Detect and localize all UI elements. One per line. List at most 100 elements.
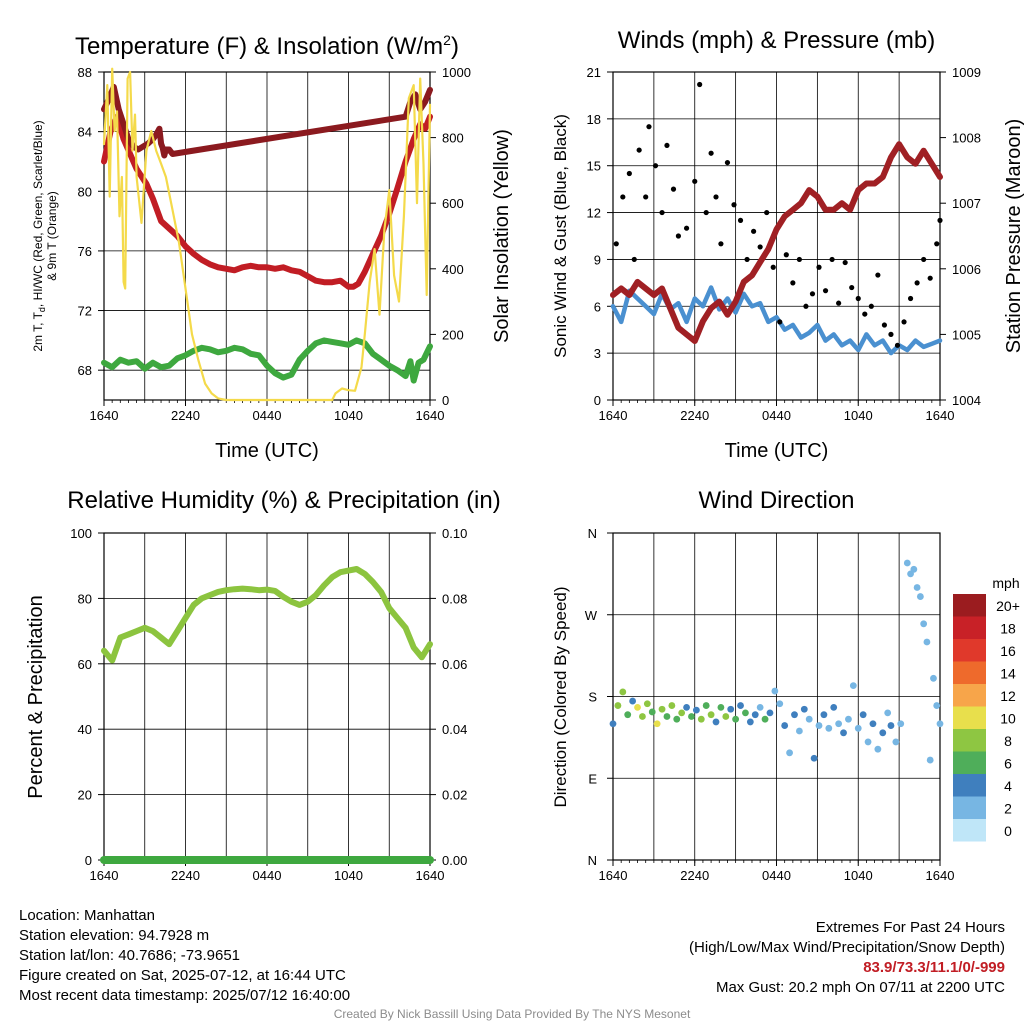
direction-point (742, 709, 749, 717)
y-right-tick-label: 0.02 (442, 788, 467, 803)
direction-point (737, 702, 744, 709)
series-line-3 (101, 337, 433, 384)
y-right-tick-label: 600 (442, 196, 464, 211)
gust-point (652, 163, 659, 169)
direction-point (910, 565, 918, 573)
colorbar-label: 18 (1000, 621, 1016, 637)
y-tick-label: 80 (78, 591, 92, 606)
direction-point (874, 745, 882, 753)
direction-point (658, 705, 666, 713)
y-right-tick-label: 0.06 (442, 657, 467, 672)
direction-point (854, 724, 862, 732)
direction-point (859, 711, 867, 719)
chart-title: Temperature (F) & Insolation (W/m2) (75, 32, 459, 60)
x-tick-label: 1040 (844, 408, 873, 423)
station-info: Location: Manhattan Station elevation: 9… (19, 906, 350, 1006)
direction-point (634, 704, 641, 711)
y-tick-label: W (585, 608, 598, 623)
gust-point (809, 291, 816, 297)
colorbar-label: 16 (1000, 643, 1016, 659)
direction-point (766, 709, 774, 717)
y-right-axis-label: Station Pressure (Maroon) (1003, 119, 1024, 354)
direction-point (653, 720, 661, 728)
gust-point (790, 280, 796, 286)
gust-point (764, 209, 770, 216)
direction-point (629, 697, 637, 705)
gust-point (646, 124, 652, 130)
direction-point (746, 718, 754, 726)
gust-point (770, 264, 776, 270)
colorbar-swatch (953, 706, 986, 729)
direction-point (892, 738, 900, 746)
colorbar-label: 0 (1004, 823, 1012, 839)
y-tick-label: 12 (587, 206, 601, 221)
gust-point (881, 322, 888, 328)
gust-point (708, 150, 714, 156)
direction-point (805, 715, 813, 723)
y-right-tick-label: 1004 (952, 393, 981, 408)
x-tick-label: 2240 (680, 408, 709, 423)
y-tick-label: E (588, 771, 597, 786)
y-right-tick-label: 1009 (952, 65, 981, 80)
gust-point (675, 233, 682, 239)
y-tick-label: 6 (594, 299, 601, 314)
colorbar-label: 12 (1000, 688, 1016, 704)
colorbar-swatch (953, 751, 986, 774)
direction-point (920, 620, 928, 628)
y-tick-label: 100 (70, 526, 92, 541)
y-right-tick-label: 0.08 (442, 591, 467, 606)
colorbar-swatch (953, 729, 986, 752)
chart-title: Winds (mph) & Pressure (mb) (618, 27, 935, 54)
gust-point (849, 284, 855, 291)
x-tick-label: 0440 (253, 868, 282, 883)
y-tick-label: 88 (78, 65, 92, 80)
gust-point (822, 288, 829, 294)
gust-point (875, 272, 881, 278)
colorbar-swatch (953, 616, 986, 639)
x-tick-label: 1040 (334, 408, 363, 423)
extremes-values: 83.9/73.3/11.1/0/-999 (863, 959, 1005, 976)
chart-panel-2: 1640 2240 0440 1040 1640 Winds (mph) & Pressu… (551, 27, 1024, 462)
colorbar-swatch (953, 594, 986, 617)
y-right-tick-label: 0.00 (442, 853, 467, 868)
direction-point (624, 711, 632, 719)
created-text: Figure created on Sat, 2025-07-12, at 16… (19, 967, 346, 984)
x-tick-label: 0440 (762, 868, 791, 883)
direction-point (815, 722, 823, 729)
y-tick-label: 60 (78, 657, 92, 672)
direction-point (795, 727, 803, 735)
y-tick-label: 9 (594, 252, 601, 267)
x-tick-label: 1640 (926, 868, 955, 883)
colorbar-swatch (953, 819, 986, 842)
colorbar-label: 8 (1004, 733, 1012, 749)
elevation-text: Station elevation: 94.7928 m (19, 927, 210, 944)
y-tick-label: 72 (78, 304, 92, 319)
y-axis-label: 2m T, Td, HI/WC (Red, Green, Scarlet/Blu… (31, 120, 47, 351)
gust-point (697, 81, 703, 88)
colorbar-label: 6 (1004, 756, 1012, 772)
max-gust-text: Max Gust: 20.2 mph On 07/11 at 2200 UTC (715, 979, 1005, 996)
y-right-tick-label: 0.04 (442, 722, 467, 737)
title-end: ) (451, 33, 459, 60)
x-tick-label: 1640 (926, 408, 955, 423)
gust-point (636, 147, 642, 153)
gust-point (631, 256, 637, 263)
direction-point (722, 713, 730, 720)
title-superscript: 2 (443, 32, 451, 48)
x-tick-label: 0440 (253, 408, 282, 423)
colorbar-swatch (953, 684, 986, 707)
direction-point (884, 709, 892, 717)
y-tick-label: 15 (587, 159, 601, 174)
gust-point (907, 295, 914, 302)
direction-point (707, 711, 715, 719)
chart-title: Relative Humidity (%) & Precipitation (i… (67, 487, 500, 514)
direction-point (688, 713, 695, 720)
y-right-tick-label: 400 (442, 262, 464, 277)
colorbar-label: 14 (1000, 666, 1016, 682)
direction-point (887, 722, 895, 729)
y-tick-label: 84 (78, 125, 92, 140)
direction-point (936, 720, 944, 728)
chart-panel-3: 1640 2240 0440 1040 1640 Relative Humidity (%… (25, 487, 501, 883)
direction-point (830, 704, 838, 711)
gust-point (862, 311, 868, 317)
